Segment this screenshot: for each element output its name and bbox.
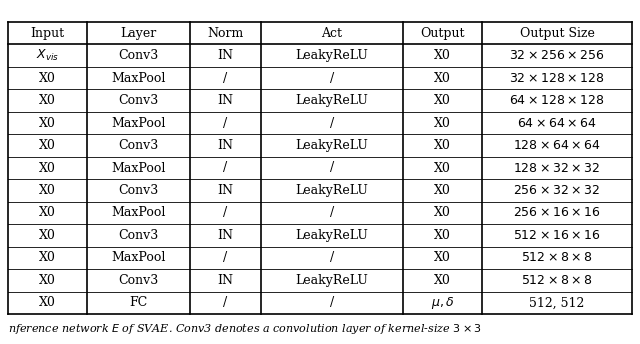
Text: $256\times16\times16$: $256\times16\times16$ xyxy=(513,206,601,219)
Text: X0: X0 xyxy=(434,274,451,287)
Text: Conv3: Conv3 xyxy=(118,274,159,287)
Text: LeakyReLU: LeakyReLU xyxy=(296,184,368,197)
Text: LeakyReLU: LeakyReLU xyxy=(296,49,368,62)
Text: X0: X0 xyxy=(434,139,451,152)
Text: /: / xyxy=(330,161,334,174)
Text: LeakyReLU: LeakyReLU xyxy=(296,94,368,107)
Text: IN: IN xyxy=(217,49,233,62)
Text: IN: IN xyxy=(217,274,233,287)
Text: X0: X0 xyxy=(39,296,56,309)
Text: IN: IN xyxy=(217,139,233,152)
Text: Layer: Layer xyxy=(120,27,156,40)
Text: $128\times64\times64$: $128\times64\times64$ xyxy=(513,139,601,152)
Text: Conv3: Conv3 xyxy=(118,139,159,152)
Text: $256\times32\times32$: $256\times32\times32$ xyxy=(513,184,600,197)
Text: Input: Input xyxy=(31,27,65,40)
Text: X0: X0 xyxy=(434,161,451,174)
Text: /: / xyxy=(330,206,334,219)
Text: /: / xyxy=(223,117,227,130)
Text: Output Size: Output Size xyxy=(520,27,595,40)
Text: MaxPool: MaxPool xyxy=(111,206,166,219)
Text: Conv3: Conv3 xyxy=(118,94,159,107)
Text: X0: X0 xyxy=(39,94,56,107)
Text: $64\times64\times64$: $64\times64\times64$ xyxy=(517,117,597,130)
Text: MaxPool: MaxPool xyxy=(111,251,166,264)
Text: X0: X0 xyxy=(39,117,56,130)
Text: X0: X0 xyxy=(39,206,56,219)
Text: FC: FC xyxy=(129,296,147,309)
Text: X0: X0 xyxy=(434,72,451,85)
Text: X0: X0 xyxy=(39,184,56,197)
Text: nference network $E$ of SVAE. Conv3 denotes a convolution layer of kernel-size $: nference network $E$ of SVAE. Conv3 deno… xyxy=(8,322,482,336)
Text: MaxPool: MaxPool xyxy=(111,72,166,85)
Text: MaxPool: MaxPool xyxy=(111,117,166,130)
Text: X0: X0 xyxy=(434,184,451,197)
Text: X0: X0 xyxy=(39,161,56,174)
Text: LeakyReLU: LeakyReLU xyxy=(296,274,368,287)
Text: IN: IN xyxy=(217,229,233,242)
Text: X0: X0 xyxy=(434,49,451,62)
Text: LeakyReLU: LeakyReLU xyxy=(296,229,368,242)
Text: X0: X0 xyxy=(434,117,451,130)
Text: $512\times8\times8$: $512\times8\times8$ xyxy=(521,251,593,264)
Text: /: / xyxy=(223,296,227,309)
Text: Conv3: Conv3 xyxy=(118,184,159,197)
Text: MaxPool: MaxPool xyxy=(111,161,166,174)
Text: Act: Act xyxy=(321,27,342,40)
Text: Norm: Norm xyxy=(207,27,243,40)
Text: IN: IN xyxy=(217,184,233,197)
Text: $\mu, \delta$: $\mu, \delta$ xyxy=(431,295,454,311)
Text: X0: X0 xyxy=(434,206,451,219)
Text: X0: X0 xyxy=(434,229,451,242)
Text: X0: X0 xyxy=(39,229,56,242)
Text: Conv3: Conv3 xyxy=(118,49,159,62)
Text: Output: Output xyxy=(420,27,465,40)
Text: $128\times32\times32$: $128\times32\times32$ xyxy=(513,161,600,174)
Text: X0: X0 xyxy=(39,251,56,264)
Text: /: / xyxy=(223,72,227,85)
Text: $64\times128\times128$: $64\times128\times128$ xyxy=(509,94,605,107)
Text: /: / xyxy=(223,251,227,264)
Text: $X_{vis}$: $X_{vis}$ xyxy=(36,48,59,63)
Text: /: / xyxy=(330,117,334,130)
Text: X0: X0 xyxy=(39,72,56,85)
Text: Conv3: Conv3 xyxy=(118,229,159,242)
Text: X0: X0 xyxy=(39,139,56,152)
Text: $32\times256\times256$: $32\times256\times256$ xyxy=(509,49,605,62)
Text: $32\times128\times128$: $32\times128\times128$ xyxy=(509,72,605,85)
Text: /: / xyxy=(223,206,227,219)
Text: $512\times8\times8$: $512\times8\times8$ xyxy=(521,274,593,287)
Text: /: / xyxy=(330,251,334,264)
Text: X0: X0 xyxy=(434,251,451,264)
Text: $512\times16\times16$: $512\times16\times16$ xyxy=(513,229,601,242)
Text: /: / xyxy=(330,72,334,85)
Text: X0: X0 xyxy=(39,274,56,287)
Text: 512, 512: 512, 512 xyxy=(529,296,585,309)
Text: IN: IN xyxy=(217,94,233,107)
Text: LeakyReLU: LeakyReLU xyxy=(296,139,368,152)
Text: /: / xyxy=(223,161,227,174)
Text: /: / xyxy=(330,296,334,309)
Text: X0: X0 xyxy=(434,94,451,107)
